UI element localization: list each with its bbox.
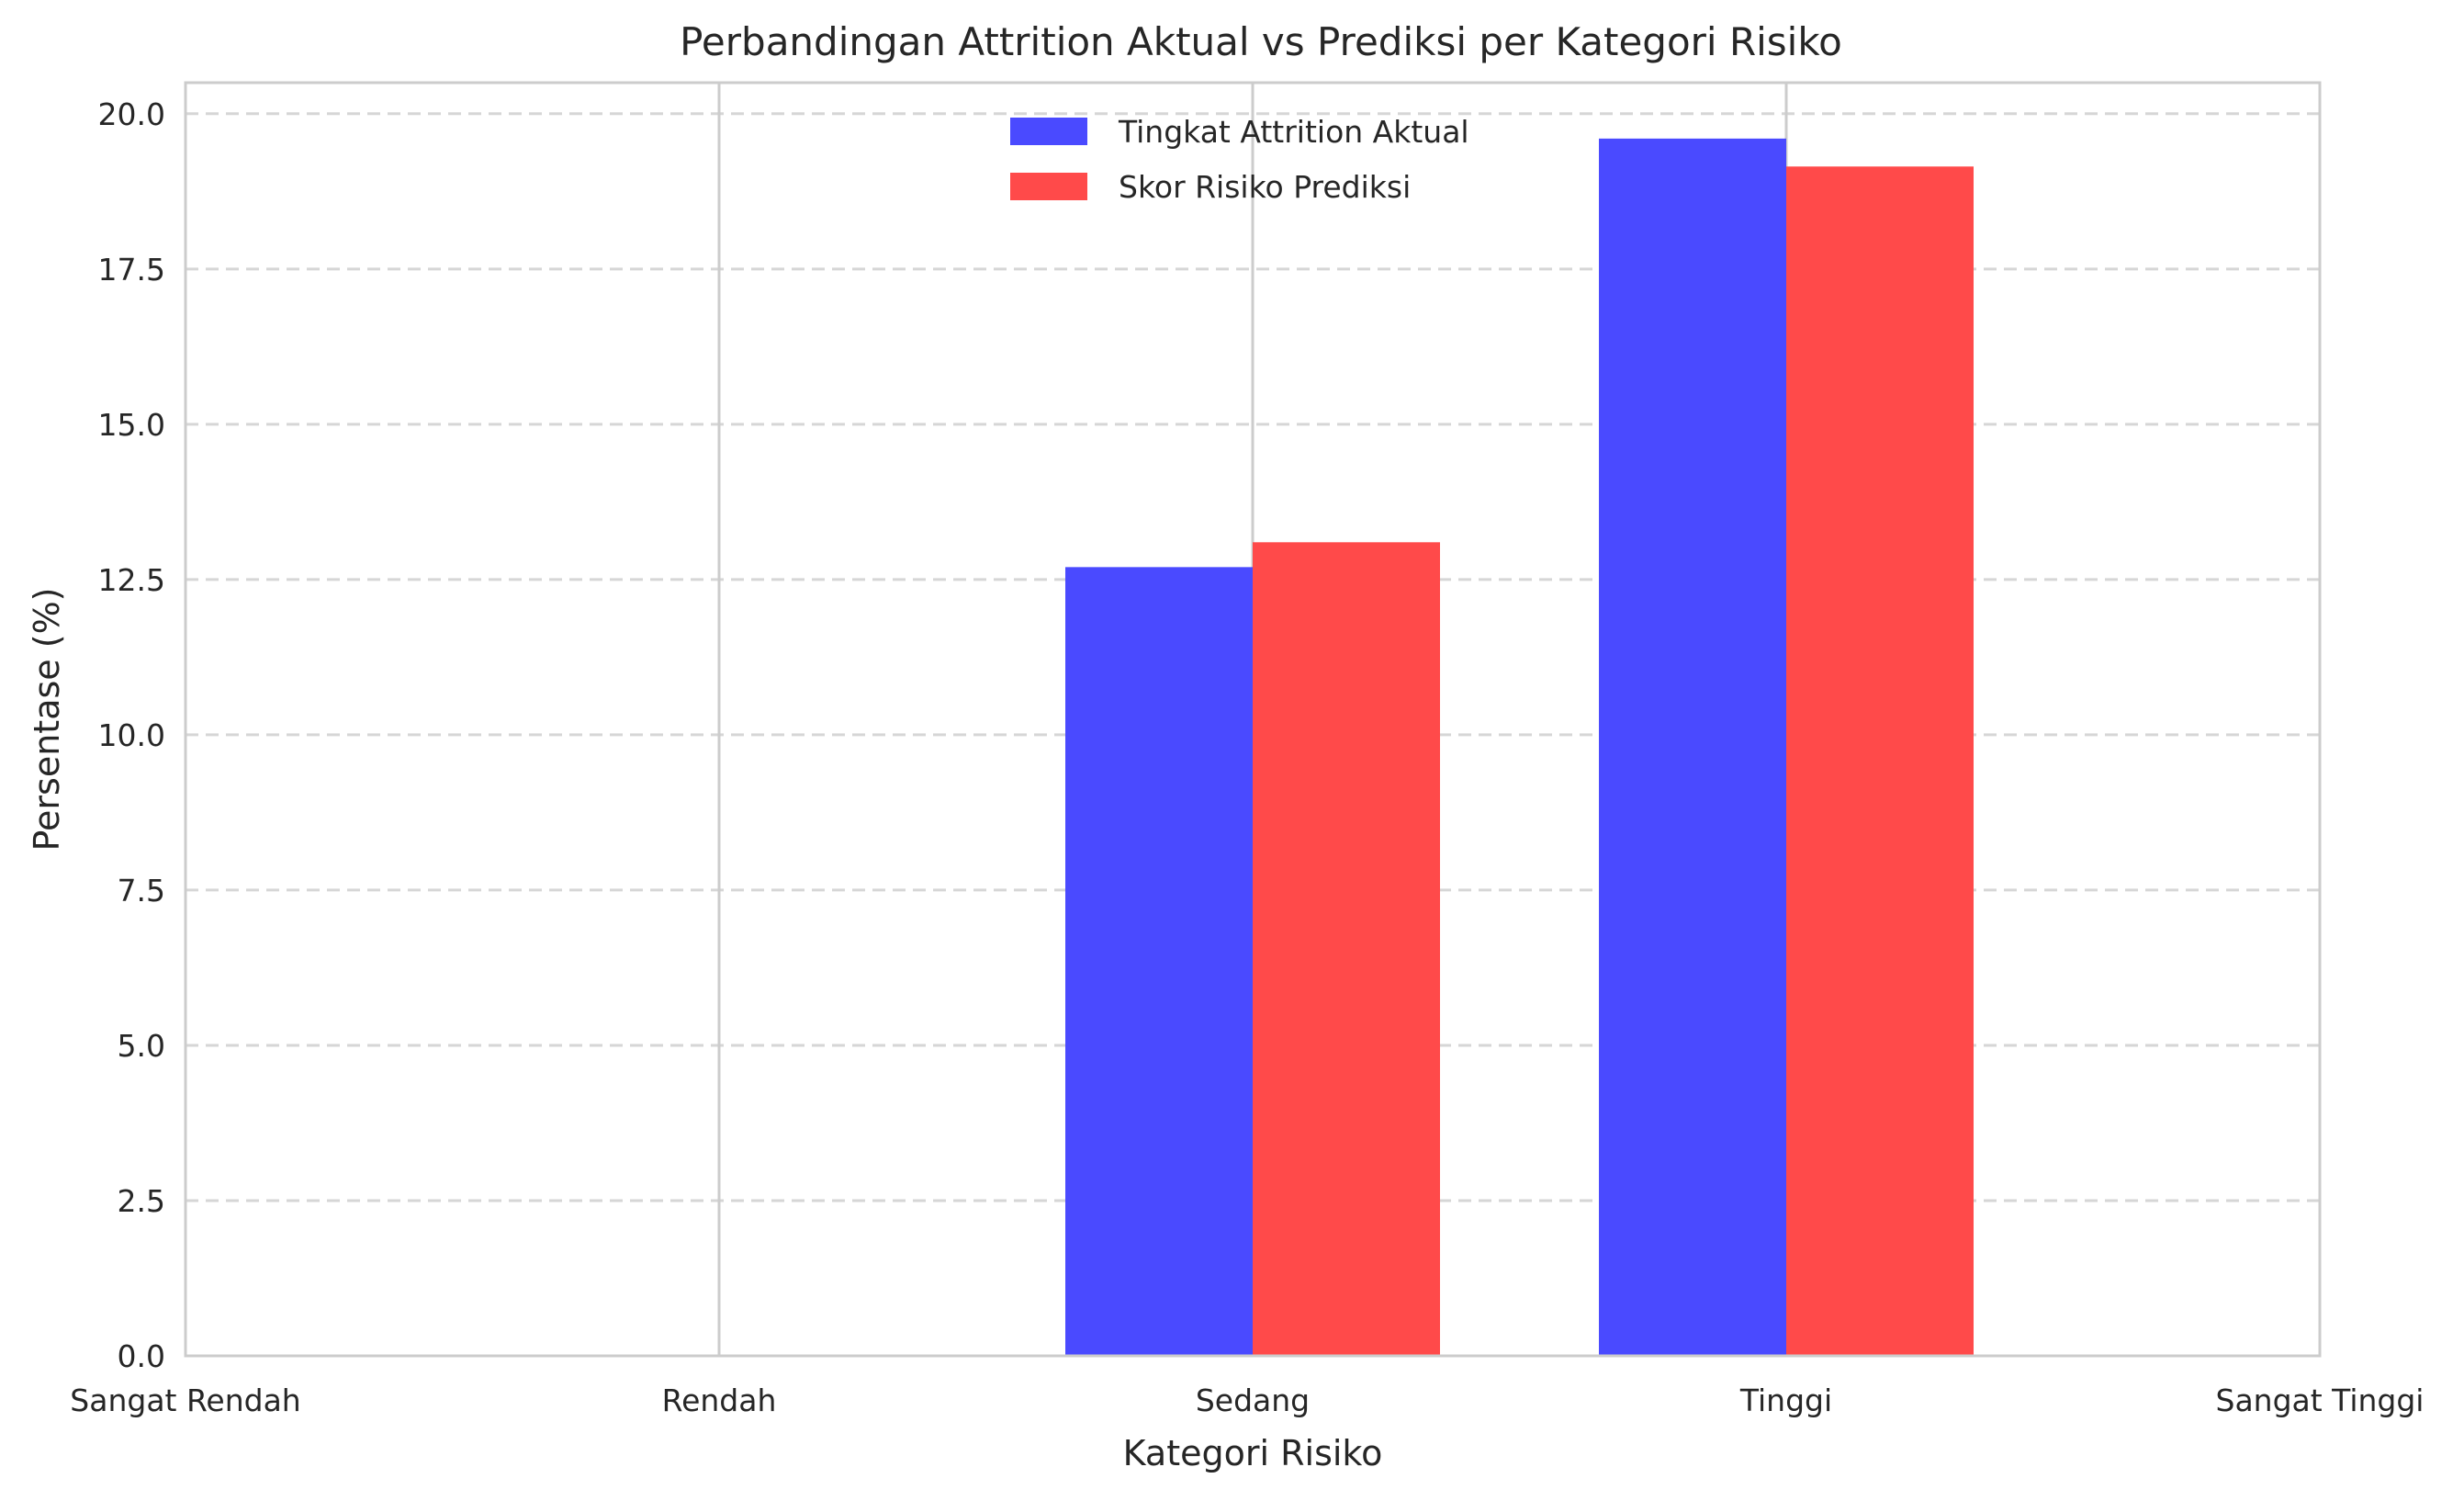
x-axis-label: Kategori Risiko (1123, 1433, 1383, 1473)
bar-predicted-sedang (1253, 542, 1440, 1356)
y-tick-label: 15.0 (98, 407, 165, 443)
y-tick-label: 2.5 (118, 1183, 165, 1219)
x-tick-label: Rendah (662, 1382, 777, 1418)
bar-predicted-tinggi (1786, 166, 1974, 1356)
y-tick-label: 10.0 (98, 717, 165, 753)
legend-label-predicted: Skor Risiko Prediksi (1119, 169, 1411, 205)
x-tick-label: Sangat Tinggi (2216, 1382, 2425, 1418)
y-tick-label: 17.5 (98, 252, 165, 288)
legend-swatch-predicted (1010, 173, 1087, 200)
x-tick-label: Tinggi (1739, 1382, 1832, 1418)
y-tick-labels: 0.0 2.5 5.0 7.5 10.0 12.5 15.0 17.5 20.0 (98, 96, 165, 1374)
y-tick-label: 20.0 (98, 96, 165, 132)
y-tick-label: 7.5 (118, 873, 165, 908)
y-tick-label: 12.5 (98, 562, 165, 598)
bar-actual-tinggi (1599, 138, 1786, 1357)
y-axis-label: Persentase (%) (27, 587, 67, 851)
x-tick-label: Sedang (1196, 1382, 1310, 1418)
legend: Tingkat Attrition Aktual Skor Risiko Pre… (1010, 114, 1469, 205)
x-tick-label: Sangat Rendah (70, 1382, 300, 1418)
bars-layer (1065, 138, 1974, 1357)
chart-title: Perbandingan Attrition Aktual vs Prediks… (680, 19, 1842, 64)
x-tick-labels: Sangat Rendah Rendah Sedang Tinggi Sangat Ti… (70, 1382, 2424, 1418)
y-tick-label: 5.0 (118, 1028, 165, 1064)
legend-swatch-actual (1010, 118, 1087, 145)
plot-frame (184, 81, 2322, 1358)
legend-label-actual: Tingkat Attrition Aktual (1118, 114, 1469, 150)
y-tick-label: 0.0 (118, 1338, 165, 1374)
bar-actual-sedang (1065, 567, 1253, 1356)
